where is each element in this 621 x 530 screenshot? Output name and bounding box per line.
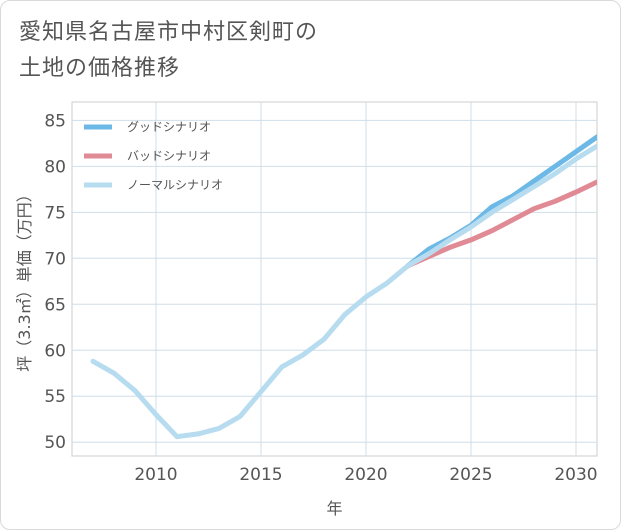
x-tick-label: 2010: [134, 465, 177, 485]
y-tick-label: 85: [44, 111, 66, 131]
y-tick-label: 50: [44, 433, 66, 453]
legend-label-bad: バッドシナリオ: [127, 149, 211, 163]
x-tick-label: 2030: [554, 465, 597, 485]
series-line-normal: [90, 143, 597, 440]
x-axis-title: 年: [326, 499, 342, 518]
y-tick-label: 70: [44, 249, 66, 269]
series-line-good: [405, 134, 597, 269]
y-tick-label: 55: [44, 387, 66, 407]
x-tick-label: 2020: [344, 465, 387, 485]
legend-label-good: グッドシナリオ: [127, 120, 211, 134]
legend-label-normal: ノーマルシナリオ: [127, 178, 223, 192]
series-line-bad: [405, 179, 597, 269]
y-axis-title: 坪（3.3㎡）単価（万円）: [15, 186, 34, 371]
plot-area: [71, 101, 598, 457]
y-tick-label: 65: [44, 295, 66, 315]
x-tick-label: 2015: [239, 465, 282, 485]
y-tick-label: 75: [44, 203, 66, 223]
chart-title: 愛知県名古屋市中村区剣町の 土地の価格推移: [19, 20, 319, 81]
y-tick-label: 60: [44, 341, 66, 361]
y-tick-label: 80: [44, 157, 66, 177]
x-tick-label: 2025: [449, 465, 492, 485]
